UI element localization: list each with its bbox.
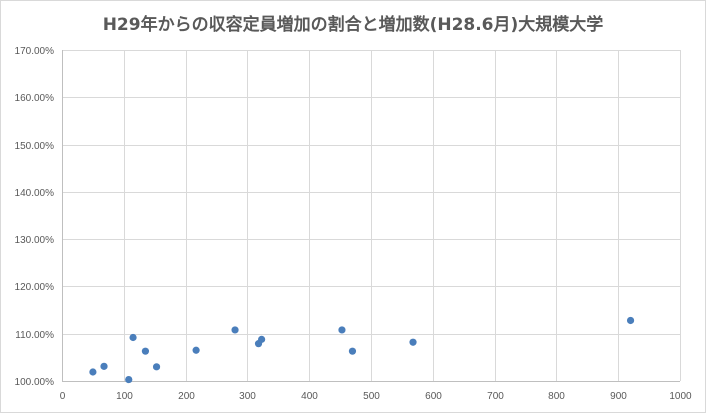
x-tick-label: 1000: [669, 391, 692, 402]
x-tick-label: 800: [548, 391, 565, 402]
data-point: [129, 333, 137, 342]
y-tick-label: 130.00%: [15, 235, 55, 246]
data-point: [125, 375, 133, 384]
y-tick-label: 110.00%: [15, 330, 54, 341]
data-point: [338, 326, 346, 334]
data-point: [141, 347, 150, 355]
y-tick-label: 150.00%: [15, 141, 55, 152]
y-tick-label: 160.00%: [15, 93, 55, 104]
x-tick-label: 100: [116, 391, 133, 402]
x-tick-label: 300: [239, 391, 256, 402]
x-tick-label: 200: [178, 391, 195, 402]
data-points: [89, 316, 635, 384]
data-point: [626, 316, 635, 325]
data-point: [192, 346, 200, 354]
chart-title: H29年からの収容定員増加の割合と増加数(H28.6月)大規模大学: [102, 15, 604, 35]
y-tick-label: 100.00%: [15, 377, 55, 388]
data-point: [348, 347, 357, 355]
x-tick-label: 700: [487, 391, 504, 402]
y-tick-label: 170.00%: [15, 46, 55, 57]
data-point: [409, 338, 417, 346]
y-tick-label: 140.00%: [15, 188, 55, 199]
x-tick-label: 400: [301, 391, 318, 402]
tick-labels: 100.00% 110.00% 120.00% 130.00% 140.00% 150.0…: [15, 46, 693, 402]
data-point: [100, 362, 108, 370]
data-point: [231, 326, 239, 334]
data-point: [89, 368, 97, 376]
y-tick-label: 120.00%: [15, 282, 55, 293]
x-tick-label: 0: [60, 391, 66, 402]
data-point: [258, 335, 266, 343]
x-tick-label: 900: [610, 391, 627, 402]
axes: [62, 50, 680, 382]
gridlines: [62, 50, 681, 381]
data-point: [152, 363, 161, 371]
x-tick-label: 500: [363, 391, 380, 402]
x-tick-label: 600: [425, 391, 442, 402]
